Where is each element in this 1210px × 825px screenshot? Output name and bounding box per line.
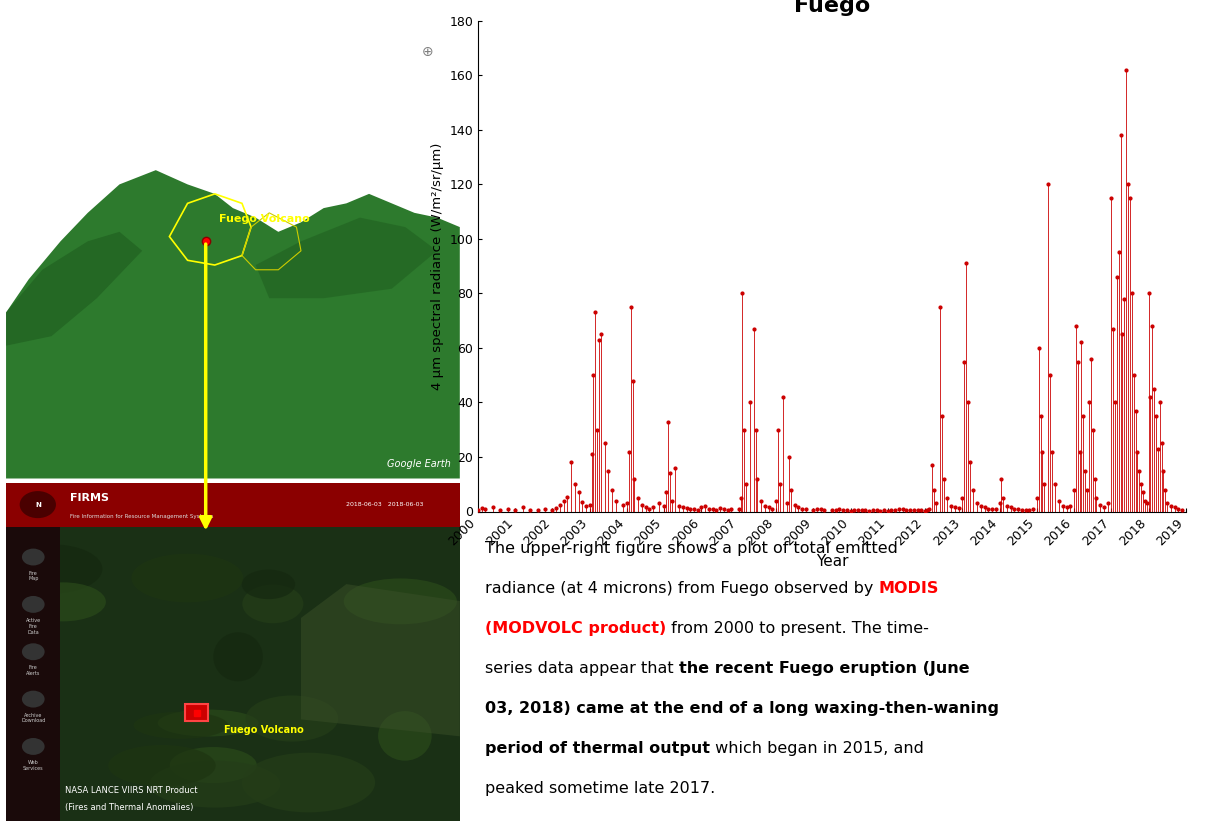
Polygon shape [301,584,460,736]
Title: Fuego: Fuego [794,0,870,16]
Ellipse shape [169,747,257,783]
Bar [6,483,460,526]
Circle shape [22,644,45,660]
Ellipse shape [242,752,375,813]
Text: The upper-right figure shows a plot of total emitted: The upper-right figure shows a plot of t… [485,540,898,555]
Text: Fire
Map: Fire Map [28,571,39,582]
Text: peaked sometime late 2017.: peaked sometime late 2017. [485,781,715,796]
Text: radiance (at 4 microns) from Fuego observed by: radiance (at 4 microns) from Fuego obser… [485,581,878,596]
Text: NASA LANCE VIIRS NRT Product: NASA LANCE VIIRS NRT Product [65,786,197,795]
Text: Active
Fire
Data: Active Fire Data [25,618,41,634]
Ellipse shape [150,761,281,808]
Text: Web
Services: Web Services [23,760,44,771]
Circle shape [410,33,446,71]
Ellipse shape [344,578,457,625]
Polygon shape [6,170,460,478]
Circle shape [19,491,56,518]
Text: 2018-06-03   2018-06-03: 2018-06-03 2018-06-03 [346,502,423,507]
Ellipse shape [246,695,339,742]
X-axis label: Year: Year [816,554,848,568]
Text: Fire
Alerts: Fire Alerts [27,665,40,676]
Ellipse shape [1,544,103,593]
Text: Google Earth: Google Earth [387,459,450,469]
Text: Archive
Download: Archive Download [21,713,46,724]
Ellipse shape [19,582,106,621]
Text: from 2000 to present. The time-: from 2000 to present. The time- [667,620,929,636]
Bar [6,526,60,821]
Bar [185,705,208,721]
Text: Fuego Volcano: Fuego Volcano [224,725,304,735]
Text: which began in 2015, and: which began in 2015, and [710,741,924,756]
Circle shape [22,738,45,755]
Text: (MODVOLC product): (MODVOLC product) [485,620,667,636]
Ellipse shape [133,712,229,738]
Text: Fire Information for Resource Management Systems: Fire Information for Resource Management… [70,514,213,519]
Y-axis label: 4 μm spectral radiance (W/m²/sr/μm): 4 μm spectral radiance (W/m²/sr/μm) [431,143,444,389]
Text: (Fires and Thermal Anomalies): (Fires and Thermal Anomalies) [65,803,194,812]
Text: 03, 2018) came at the end of a long waxing-then-waning: 03, 2018) came at the end of a long waxi… [485,701,999,716]
Ellipse shape [213,632,263,681]
Text: N: N [35,502,41,507]
Polygon shape [255,218,437,299]
Ellipse shape [108,745,215,786]
Circle shape [22,691,45,708]
Ellipse shape [242,584,304,623]
Circle shape [22,596,45,613]
Text: series data appear that: series data appear that [485,661,679,676]
Text: ⊕: ⊕ [422,45,434,59]
Circle shape [22,549,45,565]
Text: Fuego Volcano: Fuego Volcano [219,214,310,224]
Ellipse shape [132,554,243,602]
Ellipse shape [157,710,259,737]
Text: the recent Fuego eruption (June: the recent Fuego eruption (June [679,661,969,676]
Ellipse shape [378,711,432,761]
Text: MODIS: MODIS [878,581,939,596]
Text: period of thermal output: period of thermal output [485,741,710,756]
Polygon shape [6,526,460,821]
Polygon shape [6,232,143,346]
Text: FIRMS: FIRMS [70,493,109,503]
Ellipse shape [242,569,295,599]
